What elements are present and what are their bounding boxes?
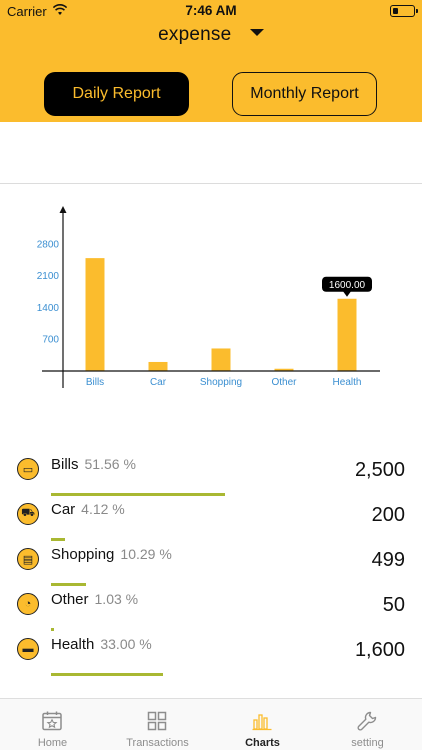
y-tick-label: 2100 xyxy=(37,271,60,282)
monthly-report-button[interactable]: Monthly Report xyxy=(232,72,377,116)
category-row-other[interactable]: ◔ Other 1.03 % 50 xyxy=(0,583,422,631)
category-share-bar xyxy=(51,538,65,541)
category-name-text: Health xyxy=(51,636,95,653)
tab-setting[interactable]: setting xyxy=(315,699,420,750)
y-axis-arrow xyxy=(59,206,67,213)
tooltip-label: 1600.00 xyxy=(329,280,366,291)
x-tick-label: Health xyxy=(333,377,362,388)
calendar-star-icon xyxy=(42,711,62,731)
category-amount: 499 xyxy=(371,549,405,571)
tab-home[interactable]: Home xyxy=(0,699,105,750)
y-tick-label: 2800 xyxy=(37,240,60,251)
bar-chart: 700 1400 2100 2800 Bills Car Shopping Other Hea… xyxy=(37,206,380,388)
shopping-bag-icon: ▤ xyxy=(17,548,39,570)
category-name: Car 4.12 % xyxy=(51,501,125,518)
category-percent: 51.56 % xyxy=(84,456,136,472)
category-amount: 50 xyxy=(382,594,405,616)
category-row-car[interactable]: ⛟ Car 4.12 % 200 xyxy=(0,493,422,541)
tab-transactions[interactable]: Transactions xyxy=(105,699,210,750)
value-tooltip: 1600.00 xyxy=(322,276,372,297)
wifi-icon xyxy=(53,4,67,15)
category-share-bar xyxy=(51,628,54,631)
status-bar: Carrier 7:46 AM xyxy=(0,0,422,22)
x-tick-label: Other xyxy=(271,377,297,388)
tab-label: setting xyxy=(351,737,384,749)
health-icon: ▬ xyxy=(17,638,39,660)
tooltip-background xyxy=(322,276,372,292)
daily-report-button[interactable]: Daily Report xyxy=(44,72,189,116)
category-share-bar xyxy=(51,583,86,586)
tab-label: Charts xyxy=(245,737,280,749)
bar-chart-icon xyxy=(252,714,272,731)
x-tick-label: Car xyxy=(150,377,167,388)
bar-health[interactable] xyxy=(337,298,357,371)
category-name: Bills 51.56 % xyxy=(51,456,136,473)
grid-icon xyxy=(147,711,167,731)
bar-car[interactable] xyxy=(148,361,168,371)
tab-bar: Home Transactions Charts setting xyxy=(0,699,422,750)
tooltip-pointer xyxy=(343,291,351,297)
tab-label: Transactions xyxy=(126,737,189,749)
category-share-bar xyxy=(51,493,225,496)
category-name-text: Shopping xyxy=(51,546,115,563)
bar-other[interactable] xyxy=(274,368,294,371)
tabbar-divider xyxy=(0,698,422,699)
section-divider xyxy=(0,183,422,184)
y-tick-label: 700 xyxy=(42,334,59,345)
battery-icon xyxy=(390,5,418,17)
bar-bills[interactable] xyxy=(85,258,105,371)
category-percent: 33.00 % xyxy=(100,636,152,652)
x-tick-label: Shopping xyxy=(200,377,242,388)
header: Carrier 7:46 AM expense Daily Report Mon… xyxy=(0,0,422,122)
category-name: Health 33.00 % xyxy=(51,636,152,653)
wrench-icon xyxy=(357,711,377,731)
bar-shopping[interactable] xyxy=(211,348,231,371)
type-selector[interactable]: expense xyxy=(0,24,422,48)
car-icon: ⛟ xyxy=(17,503,39,525)
clock: 7:46 AM xyxy=(185,3,237,18)
tab-charts[interactable]: Charts xyxy=(210,699,315,750)
category-amount: 200 xyxy=(371,504,405,526)
bill-icon: ▭ xyxy=(17,458,39,480)
x-tick-label: Bills xyxy=(86,377,104,388)
category-amount: 1,600 xyxy=(354,639,405,661)
category-percent: 4.12 % xyxy=(81,501,125,517)
category-percent: 1.03 % xyxy=(94,591,139,607)
category-name-text: Car xyxy=(51,501,76,518)
category-percent: 10.29 % xyxy=(120,546,172,562)
category-share-bar xyxy=(51,673,163,676)
category-row-health[interactable]: ▬ Health 33.00 % 1,600 xyxy=(0,628,422,676)
carrier-label: Carrier xyxy=(7,4,47,19)
category-name: Other 1.03 % xyxy=(51,591,138,608)
category-name-text: Bills xyxy=(51,456,79,473)
y-tick-label: 1400 xyxy=(37,303,60,314)
pie-icon: ◔ xyxy=(17,593,39,615)
category-name-text: Other xyxy=(51,591,89,608)
tab-label: Home xyxy=(37,737,68,749)
category-row-shopping[interactable]: ▤ Shopping 10.29 % 499 xyxy=(0,538,422,586)
category-row-bills[interactable]: ▭ Bills 51.56 % 2,500 xyxy=(0,448,422,496)
chevron-down-icon xyxy=(249,29,264,36)
category-amount: 2,500 xyxy=(354,459,405,481)
category-name: Shopping 10.29 % xyxy=(51,546,172,563)
type-label: expense xyxy=(158,24,232,45)
